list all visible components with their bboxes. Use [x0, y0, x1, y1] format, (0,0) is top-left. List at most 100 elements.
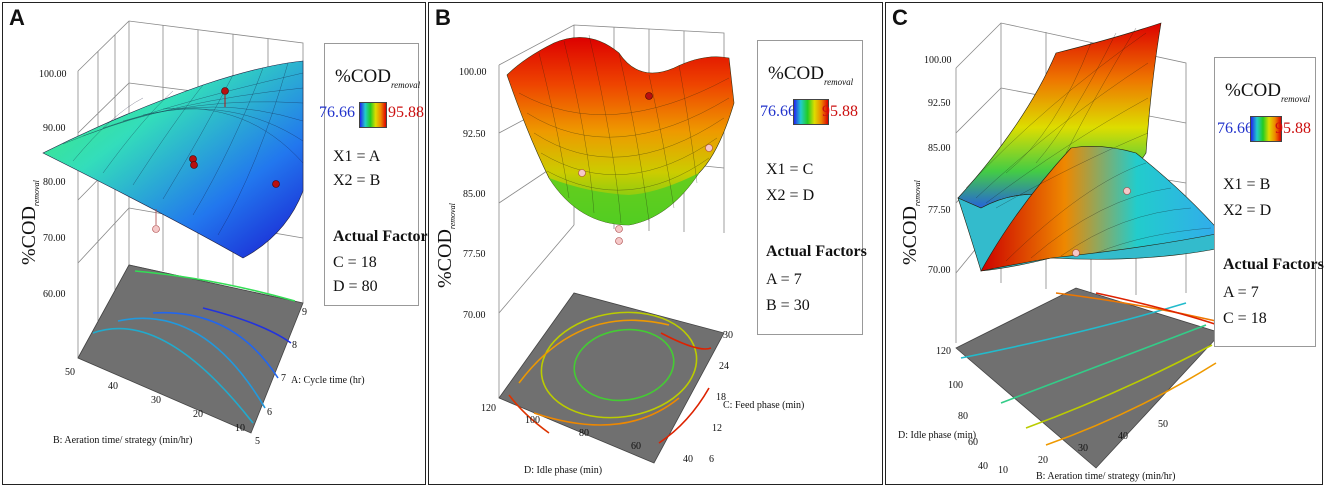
- x-axis-label: C: Feed phase (min): [723, 400, 804, 411]
- x-ticks: 10 20 30 40 50: [998, 419, 1168, 476]
- z-ticks: 70.00 77.50 85.00 92.50 100.00: [459, 67, 487, 321]
- legend-min: 76.66: [1217, 120, 1253, 137]
- design-points: [578, 92, 713, 245]
- legend-max: 95.88: [1275, 120, 1311, 137]
- legend-min: 76.66: [760, 103, 796, 120]
- legend-factor-1: A = 7: [766, 271, 802, 288]
- z-tick: 92.50: [463, 129, 486, 140]
- x-tick: 6: [267, 407, 272, 418]
- z-tick: 100.00: [459, 67, 487, 78]
- legend-factor-2: C = 18: [1223, 310, 1267, 327]
- y-ticks: 50 40 30 20 10: [65, 367, 245, 434]
- contour-floor: [955, 287, 1222, 469]
- legend-actual-factors: Actual Factors: [333, 228, 434, 245]
- x-tick: 24: [719, 361, 729, 372]
- y-tick: 40: [978, 461, 988, 472]
- x-tick: 6: [709, 454, 714, 465]
- legend-factor-2: D = 80: [333, 278, 378, 295]
- x-tick: 20: [1038, 455, 1048, 466]
- legend-colorbar: [793, 99, 829, 125]
- x-tick: 7: [281, 373, 286, 384]
- panel-b: B: [428, 2, 883, 485]
- z-tick: 60.00: [43, 289, 66, 300]
- legend-panel: %CODremoval 76.66 95.88 X1 = A X2 = B Ac…: [319, 43, 434, 306]
- y-tick: 20: [193, 409, 203, 420]
- legend-min: 76.66: [319, 104, 355, 121]
- legend-title: %CODremoval: [768, 63, 854, 87]
- y-tick: 60: [968, 437, 978, 448]
- z-tick: 90.00: [43, 123, 66, 134]
- z-tick: 100.00: [39, 69, 67, 80]
- z-axis-label: %CODremoval: [18, 179, 41, 265]
- y-tick: 100: [525, 415, 540, 426]
- x-ticks: 5 6 7 8 9: [255, 307, 307, 447]
- legend-x2: X2 = D: [1223, 202, 1272, 219]
- y-axis-label: B: Aeration time/ strategy (min/hr): [53, 435, 192, 446]
- legend-actual-factors: Actual Factors: [1223, 256, 1324, 273]
- x-tick: 5: [255, 436, 260, 447]
- legend-x1: X1 = A: [333, 148, 381, 165]
- panel-label: C: [892, 5, 908, 30]
- response-surface: [42, 60, 304, 259]
- panel-a: A: [2, 2, 434, 485]
- x-tick: 9: [302, 307, 307, 318]
- design-points: [152, 87, 280, 233]
- panel-label: A: [9, 5, 25, 30]
- legend-colorbar: [1250, 116, 1282, 142]
- y-axis-label: D: Idle phase (min): [898, 430, 976, 441]
- x-tick: 30: [723, 330, 733, 341]
- surface-mesh: [965, 27, 1212, 262]
- y-tick: 30: [151, 395, 161, 406]
- y-tick: 120: [481, 403, 496, 414]
- legend-panel: %CODremoval 76.66 95.88 X1 = C X2 = D Ac…: [757, 40, 867, 335]
- legend-x1: X1 = C: [766, 161, 814, 178]
- y-ticks: 120 100 80 60 40: [481, 403, 693, 465]
- y-tick: 40: [108, 381, 118, 392]
- z-tick: 70.00: [43, 233, 66, 244]
- panel-c: C: [885, 2, 1324, 485]
- z-tick: 70.00: [928, 265, 951, 276]
- z-ticks: 70.00 77.50 85.00 92.50 100.00: [924, 55, 952, 276]
- legend-factor-2: B = 30: [766, 297, 810, 314]
- surface-plot-a: 60.00 70.00 80.00 90.00 100.00 %CODremov…: [18, 20, 365, 447]
- z-tick: 100.00: [924, 55, 952, 66]
- y-tick: 40: [683, 454, 693, 465]
- legend-colorbar: [359, 102, 387, 128]
- z-tick: 70.00: [463, 310, 486, 321]
- z-axis-label: %CODremoval: [899, 179, 922, 265]
- legend-max: 95.88: [388, 104, 424, 121]
- contour-lines: [92, 270, 296, 424]
- panel-label: B: [435, 5, 451, 30]
- y-tick: 100: [948, 380, 963, 391]
- x-ticks: 6 12 18 24 30: [709, 330, 733, 465]
- x-tick: 18: [716, 392, 726, 403]
- x-tick: 50: [1158, 419, 1168, 430]
- z-tick: 80.00: [43, 177, 66, 188]
- legend-panel: %CODremoval 76.66 95.88 X1 = B X2 = D Ac…: [1214, 57, 1324, 347]
- legend-max: 95.88: [822, 103, 858, 120]
- surface-bottom: [549, 173, 699, 225]
- x-tick: 8: [292, 340, 297, 351]
- surface-mesh: [62, 62, 304, 236]
- y-tick: 60: [631, 441, 641, 452]
- contour-floor: [498, 292, 725, 464]
- y-tick: 10: [235, 423, 245, 434]
- contour-lines: [508, 311, 712, 444]
- z-tick: 77.50: [463, 249, 486, 260]
- x-tick: 10: [998, 465, 1008, 476]
- y-tick: 80: [579, 428, 589, 439]
- surface-plot-b: 70.00 77.50 85.00 92.50 100.00 %CODremov…: [434, 24, 804, 476]
- surface-mesh: [518, 34, 730, 224]
- x-tick: 12: [712, 423, 722, 434]
- y-axis-label: D: Idle phase (min): [524, 465, 602, 476]
- z-tick: 77.50: [928, 205, 951, 216]
- legend-x2: X2 = B: [333, 172, 381, 189]
- response-surface-front: [980, 146, 1222, 272]
- z-ticks: 60.00 70.00 80.00 90.00 100.00: [39, 69, 67, 300]
- y-tick: 120: [936, 346, 951, 357]
- surface-plot-c: 70.00 77.50 85.00 92.50 100.00 %CODremov…: [898, 22, 1222, 482]
- z-tick: 85.00: [928, 143, 951, 154]
- legend-factor-1: A = 7: [1223, 284, 1259, 301]
- x-axis-label: B: Aeration time/ strategy (min/hr): [1036, 471, 1175, 482]
- design-points: [1072, 187, 1131, 257]
